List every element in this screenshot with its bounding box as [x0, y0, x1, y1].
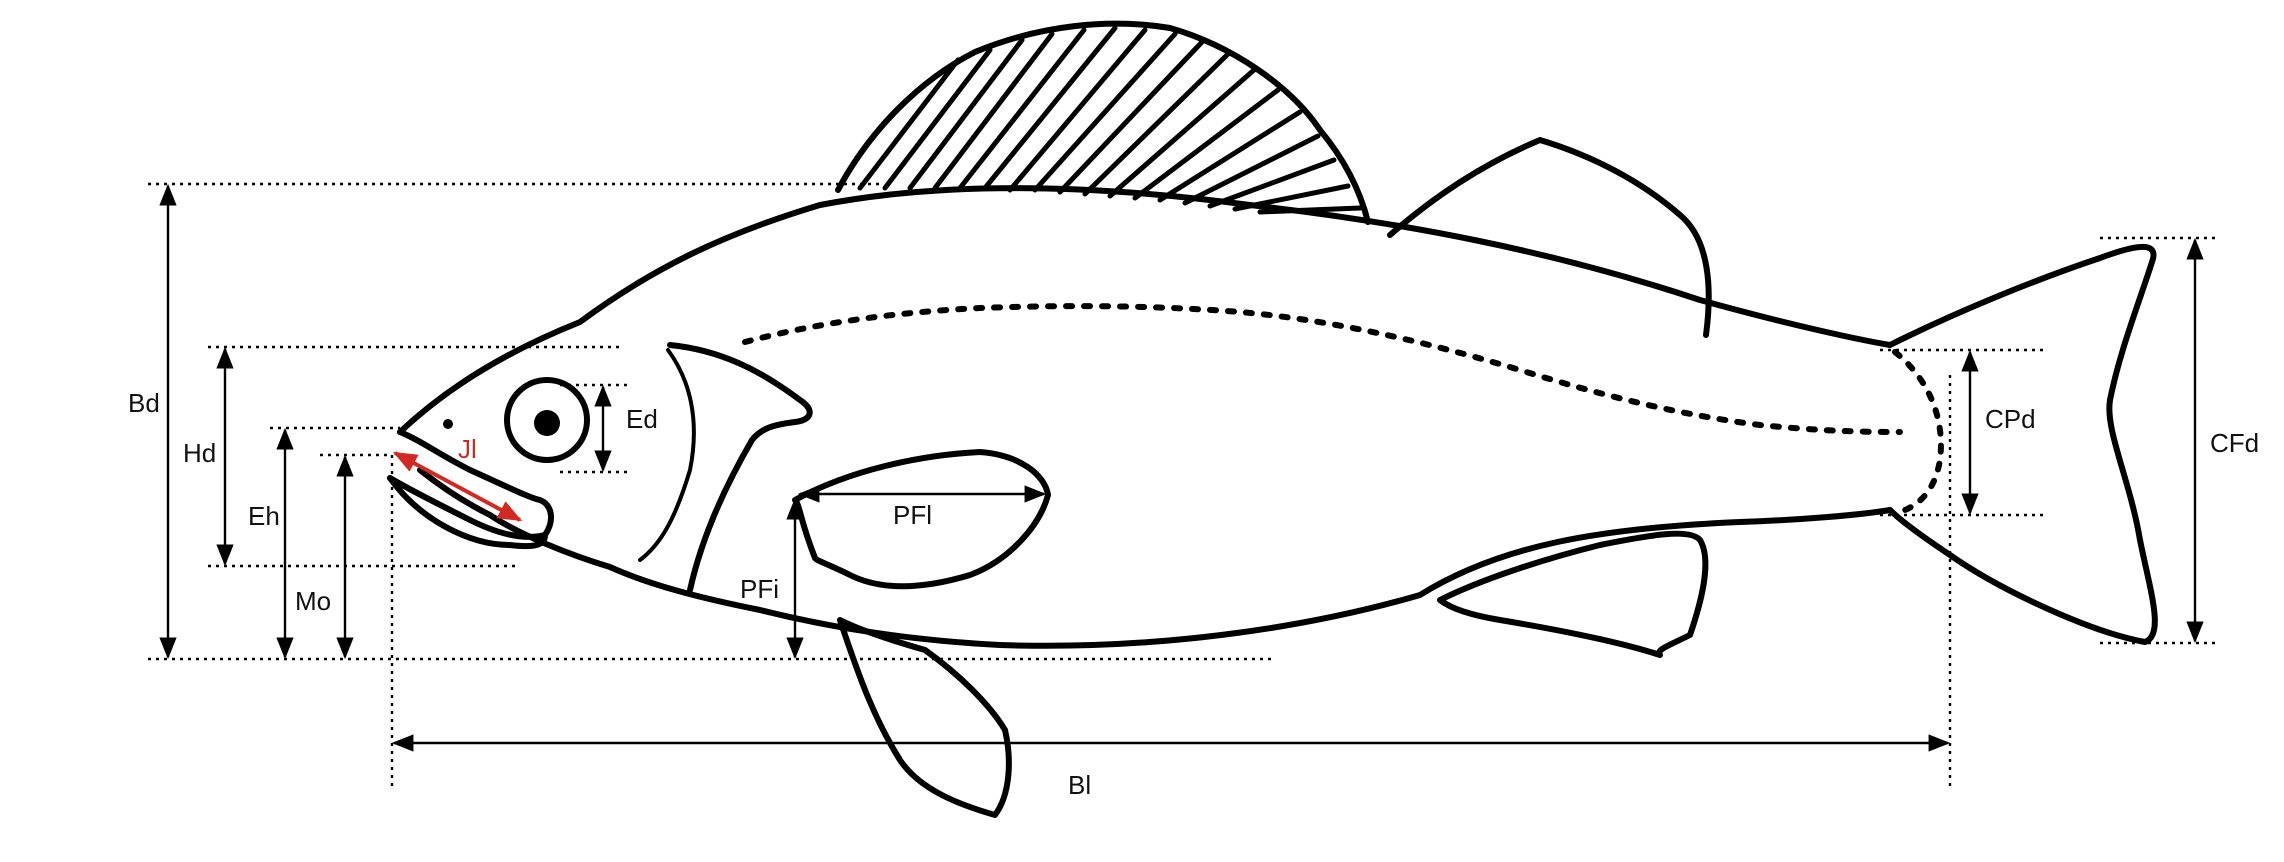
- label-pfl: PFl: [893, 500, 932, 530]
- caudal-peduncle-boundary: [1892, 349, 1944, 515]
- measurement-labels: Bd Hd Eh Mo Jl Ed PFl PFi CPd CFd Bl: [128, 388, 2259, 800]
- operculum: [667, 342, 813, 593]
- eye-pupil: [534, 410, 560, 436]
- anal-fin: [1437, 530, 1709, 658]
- nostril: [443, 419, 453, 429]
- label-jl: Jl: [458, 434, 477, 464]
- label-pfi: PFi: [740, 574, 779, 604]
- label-bl: Bl: [1068, 770, 1091, 800]
- eye-outline: [504, 377, 590, 463]
- label-hd: Hd: [183, 438, 216, 468]
- lateral-line: [742, 303, 1903, 435]
- label-mo: Mo: [295, 586, 331, 616]
- fish-drawing: [387, 20, 2158, 818]
- label-bd: Bd: [128, 388, 160, 418]
- pectoral-fin: [792, 449, 1051, 590]
- jaw-length-arrow: [392, 451, 523, 522]
- pelvic-fin: [837, 617, 1012, 818]
- soft-dorsal-fin: [1387, 137, 1712, 338]
- preoperculum: [638, 348, 696, 562]
- fish-body-outline: [397, 185, 1893, 649]
- label-cpd: CPd: [1985, 404, 2036, 434]
- label-cfd: CFd: [2210, 428, 2259, 458]
- dimension-arrows: [159, 183, 2204, 752]
- label-eh: Eh: [248, 501, 280, 531]
- caudal-fin: [1887, 243, 2158, 645]
- label-ed: Ed: [626, 404, 658, 434]
